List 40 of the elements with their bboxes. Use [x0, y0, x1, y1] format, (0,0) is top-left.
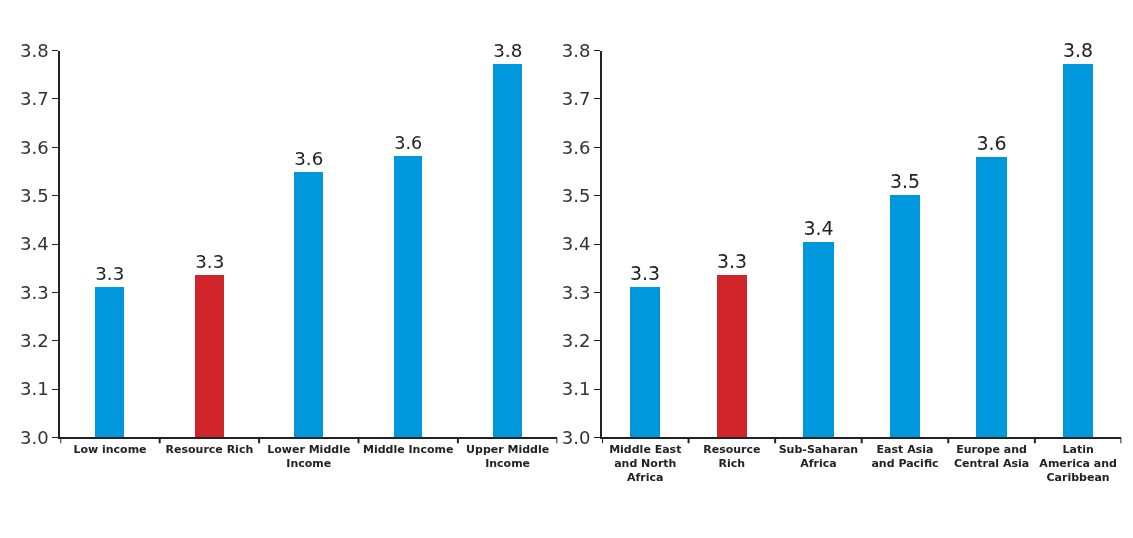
- x-tick-label: Lower Middle Income: [267, 442, 351, 470]
- data-label: 3.6: [976, 131, 1007, 154]
- y-tick-label: 3.4: [20, 233, 49, 255]
- data-label: 3.3: [717, 249, 748, 272]
- x-tick-label: Sub-Saharan Africa: [778, 442, 859, 470]
- data-label: 3.3: [95, 262, 125, 284]
- x-tick-label: Resource Rich: [165, 442, 254, 456]
- y-tick-label: 3.8: [561, 39, 591, 61]
- y-tick-label: 3.5: [561, 185, 591, 206]
- y-tick-label: 3.7: [561, 88, 591, 110]
- data-label: 3.3: [195, 250, 225, 272]
- data-label: 3.3: [630, 261, 661, 284]
- x-tick-label: Europe and Central Asia: [953, 442, 1030, 470]
- x-tick-label: Low income: [73, 442, 147, 456]
- data-label: 3.5: [890, 169, 921, 192]
- data-label: 3.6: [294, 147, 324, 169]
- x-tick-label: Middle East and North Africa: [609, 442, 682, 485]
- data-label: 3.8: [493, 39, 523, 61]
- y-tick-label: 3.0: [561, 426, 591, 448]
- y-tick-label: 3.5: [20, 185, 49, 206]
- data-label: 3.6: [394, 132, 423, 153]
- y-tick-label: 3.0: [20, 426, 49, 448]
- y-tick-label: 3.7: [20, 88, 49, 110]
- x-tick-label: Latin America and Caribbean: [1039, 442, 1117, 485]
- y-tick-label: 3.8: [20, 39, 49, 61]
- data-label: 3.4: [803, 216, 834, 239]
- y-tick-label: 3.6: [561, 136, 591, 158]
- y-tick-label: 3.2: [561, 330, 591, 352]
- y-tick-label: 3.2: [20, 330, 49, 352]
- y-tick-label: 3.3: [561, 281, 591, 303]
- data-label: 3.8: [1063, 38, 1094, 61]
- y-tick-label: 3.6: [20, 136, 49, 158]
- x-tick-label: East Asia and Pacific: [871, 442, 939, 470]
- x-tick-label: Middle Income: [362, 442, 454, 456]
- x-tick-label: Upper Middle Income: [466, 442, 550, 470]
- y-tick-label: 3.1: [20, 378, 49, 400]
- y-tick-label: 3.3: [20, 281, 49, 303]
- x-tick-label: Resource Rich: [703, 442, 761, 470]
- y-tick-label: 3.4: [561, 233, 591, 255]
- y-tick-label: 3.1: [561, 378, 591, 400]
